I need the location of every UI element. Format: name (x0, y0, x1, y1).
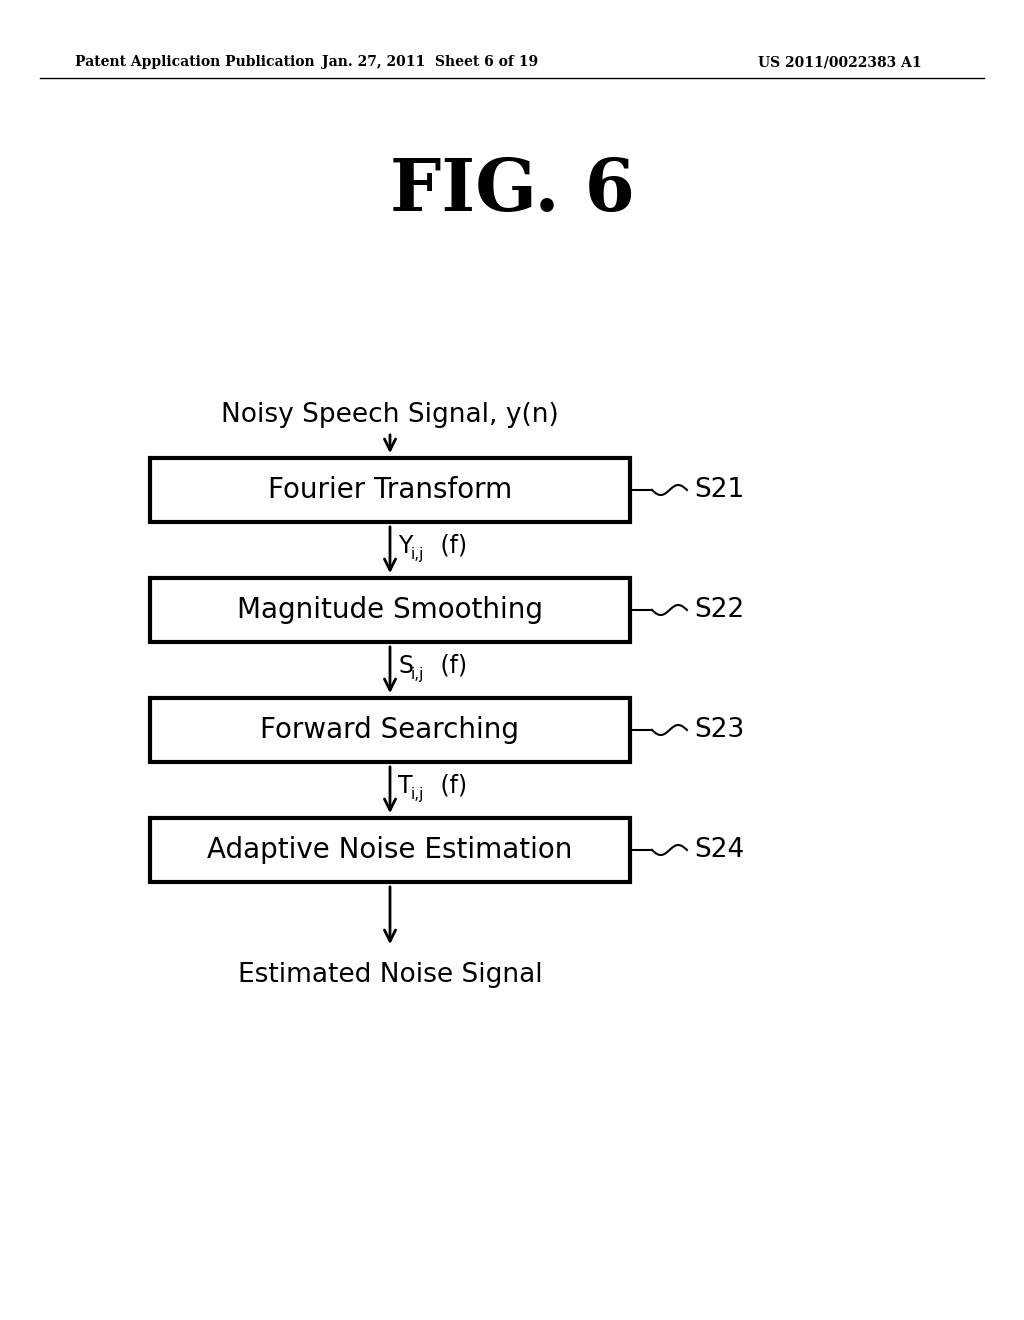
Text: US 2011/0022383 A1: US 2011/0022383 A1 (758, 55, 922, 69)
Text: S: S (398, 653, 413, 678)
Text: Noisy Speech Signal, y(n): Noisy Speech Signal, y(n) (221, 403, 559, 428)
Text: i,j: i,j (411, 667, 424, 681)
Text: Estimated Noise Signal: Estimated Noise Signal (238, 962, 543, 987)
Text: i,j: i,j (411, 546, 424, 561)
Text: i,j: i,j (411, 787, 424, 801)
Text: S24: S24 (694, 837, 744, 863)
Text: (f): (f) (433, 774, 467, 799)
Bar (150, 578, 630, 642)
Text: T: T (398, 774, 413, 799)
Text: Patent Application Publication: Patent Application Publication (75, 55, 314, 69)
Text: S21: S21 (694, 477, 744, 503)
Text: Forward Searching: Forward Searching (260, 715, 519, 744)
Bar (150, 458, 630, 521)
Text: (f): (f) (433, 653, 467, 678)
Text: (f): (f) (433, 535, 467, 558)
Text: Fourier Transform: Fourier Transform (268, 477, 512, 504)
Text: Adaptive Noise Estimation: Adaptive Noise Estimation (207, 836, 572, 865)
Text: Jan. 27, 2011  Sheet 6 of 19: Jan. 27, 2011 Sheet 6 of 19 (322, 55, 538, 69)
Text: Magnitude Smoothing: Magnitude Smoothing (237, 597, 543, 624)
Text: S22: S22 (694, 597, 744, 623)
Bar (150, 698, 630, 762)
Text: FIG. 6: FIG. 6 (389, 154, 635, 226)
Bar (150, 818, 630, 882)
Text: Y: Y (398, 535, 413, 558)
Text: S23: S23 (694, 717, 744, 743)
